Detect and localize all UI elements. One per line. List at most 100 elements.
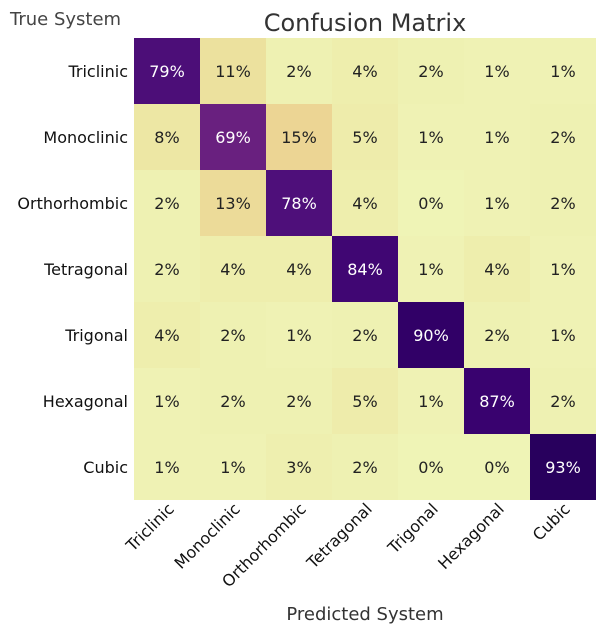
row-tick-label: Trigonal — [64, 326, 128, 345]
cell-value-label: 78% — [281, 194, 317, 213]
heatmap-cell — [266, 434, 332, 500]
cell-value-label: 1% — [484, 128, 509, 147]
heatmap-cell — [398, 368, 464, 434]
cell-value-label: 4% — [220, 260, 245, 279]
heatmap-cell — [398, 302, 464, 368]
heatmap-cell — [464, 104, 530, 170]
heatmap-cell — [530, 236, 596, 302]
column-tick-label: Trigonal — [383, 499, 442, 558]
heatmap-cell — [530, 38, 596, 104]
cell-value-label: 8% — [154, 128, 179, 147]
heatmap-cell — [398, 104, 464, 170]
cell-value-label: 1% — [550, 326, 575, 345]
cell-value-label: 2% — [352, 326, 377, 345]
cell-value-label: 5% — [352, 392, 377, 411]
heatmap-cell — [200, 38, 266, 104]
heatmap-cell — [332, 170, 398, 236]
heatmap-cell — [134, 38, 200, 104]
heatmap-cell — [200, 368, 266, 434]
cell-value-label: 84% — [347, 260, 383, 279]
heatmap-cell — [266, 104, 332, 170]
cell-value-label: 11% — [215, 62, 251, 81]
cell-value-label: 1% — [418, 392, 443, 411]
heatmap-cell — [530, 368, 596, 434]
heatmap-cell — [134, 434, 200, 500]
cell-value-label: 2% — [154, 260, 179, 279]
cell-value-label: 4% — [154, 326, 179, 345]
heatmap-cell — [398, 38, 464, 104]
heatmap-cell — [464, 368, 530, 434]
cell-value-label: 1% — [550, 62, 575, 81]
heatmap-cell — [332, 104, 398, 170]
heatmap-cell — [134, 104, 200, 170]
heatmap-cell — [200, 434, 266, 500]
cell-value-label: 1% — [286, 326, 311, 345]
x-axis-title: Predicted System — [286, 604, 443, 625]
heatmap-cell — [332, 368, 398, 434]
cell-value-label: 1% — [550, 260, 575, 279]
heatmap-cell — [398, 170, 464, 236]
heatmap-cell — [200, 236, 266, 302]
cell-value-label: 2% — [220, 326, 245, 345]
cell-value-label: 1% — [418, 128, 443, 147]
cell-value-label: 2% — [286, 62, 311, 81]
cell-value-label: 87% — [479, 392, 515, 411]
column-tick-label: Tetragonal — [302, 499, 375, 572]
heatmap-cell — [464, 170, 530, 236]
cell-value-label: 2% — [418, 62, 443, 81]
y-axis-title: True System — [9, 9, 121, 30]
cell-value-label: 15% — [281, 128, 317, 147]
cell-value-label: 93% — [545, 458, 581, 477]
heatmap-cell — [530, 434, 596, 500]
cell-value-label: 4% — [286, 260, 311, 279]
cell-value-label: 2% — [220, 392, 245, 411]
heatmap-cell — [134, 236, 200, 302]
heatmap-cell — [266, 236, 332, 302]
heatmap-cell — [200, 170, 266, 236]
cell-value-label: 0% — [418, 194, 443, 213]
heatmap-cell — [266, 170, 332, 236]
heatmap-cell — [398, 434, 464, 500]
cell-value-label: 2% — [550, 392, 575, 411]
column-tick-labels: TriclinicMonoclinicOrthorhombicTetragona… — [122, 499, 574, 591]
cell-value-label: 90% — [413, 326, 449, 345]
row-tick-labels: Triclinic Monoclinic Orthorhombic Tetragona… — [17, 62, 128, 477]
cell-value-label: 2% — [550, 194, 575, 213]
heatmap-cell — [134, 368, 200, 434]
cell-value-label: 4% — [352, 194, 377, 213]
cell-value-label: 1% — [484, 62, 509, 81]
cell-value-label: 2% — [484, 326, 509, 345]
heatmap-cell — [332, 302, 398, 368]
heatmap-cell — [464, 236, 530, 302]
cell-value-label: 2% — [550, 128, 575, 147]
heatmap-cell — [266, 368, 332, 434]
chart-title: Confusion Matrix — [264, 9, 467, 37]
row-tick-label: Triclinic — [67, 62, 128, 81]
row-tick-label: Hexagonal — [43, 392, 128, 411]
row-tick-label: Orthorhombic — [17, 194, 128, 213]
cell-value-label: 2% — [352, 458, 377, 477]
heatmap-cell — [530, 104, 596, 170]
heatmap-cell — [464, 302, 530, 368]
cell-value-label: 2% — [154, 194, 179, 213]
column-tick-label: Triclinic — [122, 499, 178, 555]
heatmap-cell — [134, 302, 200, 368]
heatmap-cell — [332, 434, 398, 500]
cell-value-label: 4% — [352, 62, 377, 81]
heatmap-cell — [530, 302, 596, 368]
cell-value-label: 69% — [215, 128, 251, 147]
heatmap-cell — [200, 302, 266, 368]
cell-value-label: 5% — [352, 128, 377, 147]
cell-value-label: 13% — [215, 194, 251, 213]
cell-value-label: 0% — [418, 458, 443, 477]
cell-value-label: 2% — [286, 392, 311, 411]
heatmap-cell — [200, 104, 266, 170]
heatmap-cell — [398, 236, 464, 302]
heatmap-cell — [266, 302, 332, 368]
heatmap-cell — [134, 170, 200, 236]
heatmap-cell — [266, 38, 332, 104]
column-tick-label: Hexagonal — [434, 499, 508, 573]
row-tick-label: Tetragonal — [43, 260, 128, 279]
row-tick-label: Monoclinic — [43, 128, 128, 147]
